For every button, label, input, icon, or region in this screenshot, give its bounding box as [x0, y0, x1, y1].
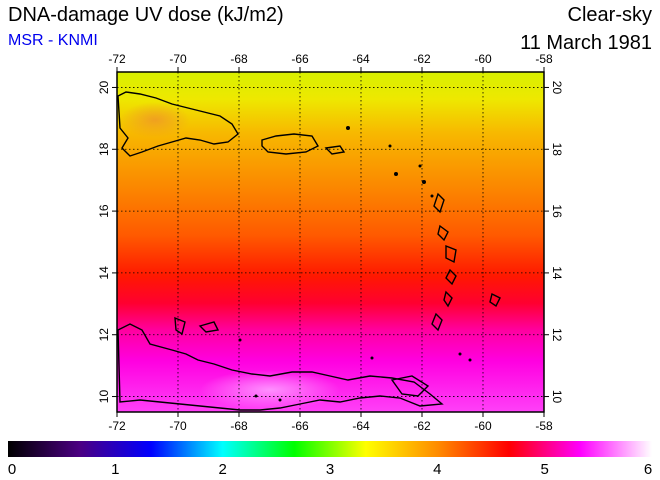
colorbar [8, 441, 652, 457]
lat-label-left: 16 [97, 204, 111, 218]
date-label: 11 March 1981 [520, 32, 652, 54]
colorbar-label: 0 [7, 461, 17, 478]
axis-labels: -72 -72 -70 -70 -68 -68 -66 -66 -64 -64 -62 -62 -60 -… [97, 52, 564, 433]
sky-condition-label: Clear-sky [567, 4, 652, 26]
lon-label-bottom: -66 [291, 419, 309, 433]
lon-label-top: -58 [535, 52, 553, 66]
colorbar-label: 6 [643, 461, 653, 478]
colorbar-label: 2 [218, 461, 227, 478]
lon-label-top: -72 [108, 52, 126, 66]
lat-label-left: 20 [97, 80, 111, 94]
lon-label-bottom: -72 [108, 419, 126, 433]
map-frame [116, 71, 545, 413]
uv-dose-map: -72 -72 -70 -70 -68 -68 -66 -66 -64 -64 -62 -62 -60 -… [97, 52, 564, 433]
colorbar-label: 4 [433, 461, 442, 478]
axis-ticks [112, 67, 549, 417]
lon-label-top: -70 [169, 52, 187, 66]
lon-label-top: -64 [352, 52, 370, 66]
lon-label-top: -68 [230, 52, 248, 66]
lon-label-bottom: -68 [230, 419, 248, 433]
colorbar-label: 3 [325, 461, 335, 478]
lon-label-top: -62 [413, 52, 431, 66]
map-title: DNA-damage UV dose (kJ/m2) [8, 4, 284, 26]
lat-label-left: 14 [97, 266, 111, 280]
colorbar-label: 1 [111, 461, 120, 478]
lon-label-bottom: -64 [352, 419, 370, 433]
lat-label-right: 12 [550, 328, 564, 342]
lat-label-right: 18 [550, 143, 564, 157]
lon-label-bottom: -60 [474, 419, 492, 433]
lon-label-top: -60 [474, 52, 492, 66]
lat-label-right: 20 [550, 81, 564, 95]
small-islands [238, 126, 472, 402]
colorbar-label: 5 [540, 461, 549, 478]
lat-label-left: 18 [97, 142, 111, 156]
source-label: MSR - KNMI [8, 32, 98, 49]
lat-label-right: 10 [550, 390, 564, 404]
lon-label-bottom: -70 [169, 419, 187, 433]
lat-label-left: 10 [97, 390, 111, 404]
lat-label-left: 12 [97, 328, 111, 342]
coastlines [117, 91, 501, 411]
lat-label-right: 14 [550, 266, 564, 280]
lon-label-bottom: -58 [535, 419, 553, 433]
map-field [117, 72, 544, 412]
lon-label-bottom: -62 [413, 419, 431, 433]
lat-label-right: 16 [550, 204, 564, 218]
lon-label-top: -66 [291, 52, 309, 66]
